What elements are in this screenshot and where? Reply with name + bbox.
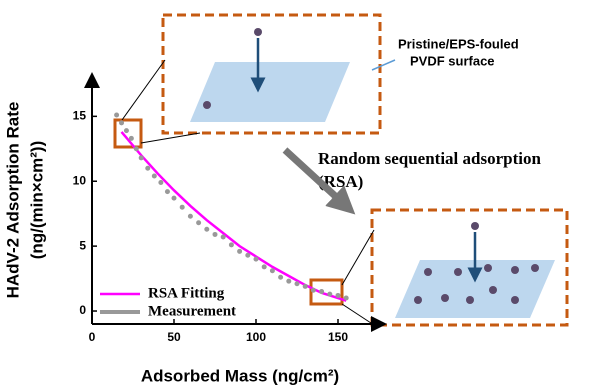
data-point: [158, 180, 163, 185]
data-point: [145, 166, 150, 171]
data-point: [213, 232, 218, 237]
data-point: [119, 120, 124, 125]
y-tick-label: 10: [73, 173, 87, 187]
annotation: PVDF surface: [410, 53, 495, 68]
data-point: [286, 279, 291, 284]
x-tick-label: 0: [89, 330, 96, 344]
y-axis-units: (ng/(min×cm²)): [27, 141, 46, 260]
y-tick-label: 0: [79, 303, 86, 317]
data-point: [237, 249, 242, 254]
y-axis-title: HAdV-2 Adsorption Rate: [3, 102, 22, 299]
inset-bottom: [372, 210, 567, 325]
data-point: [270, 268, 275, 273]
data-point: [344, 296, 349, 301]
x-tick-label: 50: [167, 330, 181, 344]
x-axis-title: Adsorbed Mass (ng/cm²): [141, 366, 339, 385]
data-point: [134, 146, 139, 151]
data-point: [180, 205, 185, 210]
data-point: [229, 242, 234, 247]
data-point: [124, 128, 129, 133]
data-point: [303, 284, 308, 289]
data-point: [221, 235, 226, 240]
data-point: [172, 196, 177, 201]
annotation: Pristine/EPS-fouled: [398, 36, 519, 51]
data-point: [152, 174, 157, 179]
data-point: [295, 281, 300, 286]
y-tick-label: 15: [73, 109, 87, 123]
data-point: [262, 264, 267, 269]
fit-line: [122, 132, 347, 301]
annotation: Random sequential adsorption: [318, 149, 541, 168]
data-point: [114, 113, 119, 118]
x-tick-label: 150: [328, 330, 348, 344]
data-point: [336, 293, 341, 298]
data-point: [245, 253, 250, 258]
data-point: [204, 227, 209, 232]
data-point: [311, 288, 316, 293]
data-point: [327, 292, 332, 297]
data-point: [139, 155, 144, 160]
y-tick-label: 5: [79, 238, 86, 252]
chart: Adsorbed Mass (ng/cm²) HAdV-2 Adsorption…: [0, 0, 598, 388]
x-tick-label: 100: [246, 330, 266, 344]
data-point: [165, 189, 170, 194]
data-point: [254, 257, 259, 262]
legend-label: RSA Fitting: [148, 285, 225, 301]
highlight: [115, 120, 342, 304]
data-point: [188, 214, 193, 219]
data-point: [319, 289, 324, 294]
data-point: [129, 136, 134, 141]
data-point: [196, 220, 201, 225]
legend-label: Measurement: [148, 303, 236, 319]
data-point: [278, 275, 283, 280]
inset-top: [163, 15, 395, 133]
